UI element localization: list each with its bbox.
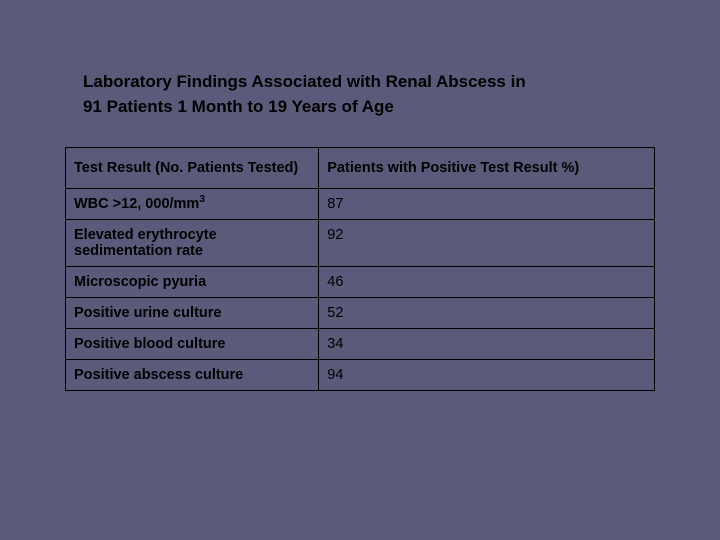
table-row: WBC >12, 000/mm3 87 [66,189,655,220]
cell-test: Positive blood culture [66,329,319,360]
cell-value: 52 [319,298,655,329]
table-row: Positive abscess culture 94 [66,360,655,391]
cell-test: Positive abscess culture [66,360,319,391]
title-line-2: 91 Patients 1 Month to 19 Years of Age [83,95,655,120]
cell-value: 46 [319,267,655,298]
table-row: Positive blood culture 34 [66,329,655,360]
cell-test-text: WBC >12, 000/mm [74,196,199,212]
cell-test: Elevated erythrocyte sedimentation rate [66,220,319,267]
slide: Laboratory Findings Associated with Rena… [0,0,720,540]
cell-test-sup: 3 [199,194,205,205]
col-header-positive-pct: Patients with Positive Test Result %) [319,148,655,189]
table-row: Elevated erythrocyte sedimentation rate … [66,220,655,267]
cell-value: 94 [319,360,655,391]
cell-test: WBC >12, 000/mm3 [66,189,319,220]
col-header-test-result: Test Result (No. Patients Tested) [66,148,319,189]
slide-title: Laboratory Findings Associated with Rena… [65,70,655,119]
table-header-row: Test Result (No. Patients Tested) Patien… [66,148,655,189]
findings-table: Test Result (No. Patients Tested) Patien… [65,147,655,391]
cell-value: 87 [319,189,655,220]
title-line-1: Laboratory Findings Associated with Rena… [83,70,655,95]
table-row: Microscopic pyuria 46 [66,267,655,298]
cell-value: 92 [319,220,655,267]
cell-test: Microscopic pyuria [66,267,319,298]
table-row: Positive urine culture 52 [66,298,655,329]
cell-test: Positive urine culture [66,298,319,329]
cell-value: 34 [319,329,655,360]
